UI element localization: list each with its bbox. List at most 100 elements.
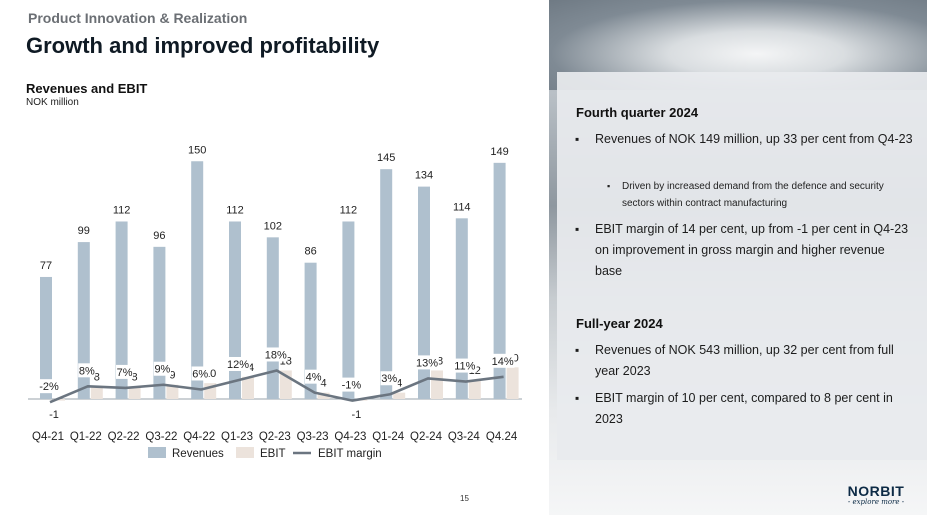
ebit-data-label: 8 [94,371,100,383]
chart-title: Revenues and EBIT [26,81,148,96]
revenue-bar [115,221,128,399]
margin-data-label: 14% [492,356,514,368]
q4-bullet-ebit: EBIT margin of 14 per cent, up from -1 p… [575,219,913,282]
margin-data-label: 12% [227,359,249,371]
ebit-margin-line [49,369,504,404]
revenue-bar [40,276,52,399]
x-tick-label: Q1-24 [372,431,405,443]
legend-ebit-label: EBIT [260,448,286,460]
ebit-data-label: -1 [352,409,362,421]
logo-wordmark: NORBIT [847,483,905,499]
x-tick-label: Q2-23 [259,431,291,443]
margin-label-bg [191,366,209,381]
revenue-data-label: 134 [415,170,433,182]
ebit-data-label: -1 [49,409,59,421]
margin-data-label: 11% [454,361,475,373]
revenue-data-label: 112 [113,204,131,216]
revenue-bar [229,221,241,399]
margin-label-bg [116,364,134,379]
revenue-data-label: 77 [40,260,52,272]
revenue-data-label: 99 [78,225,90,237]
page-title: Growth and improved profitability [26,33,380,58]
ebit-data-label: 4 [321,378,327,390]
revenue-data-label: 86 [304,246,316,258]
revenue-bar [153,246,166,399]
x-tick-label: Q4.24 [486,431,518,443]
margin-label-bg [339,377,364,392]
margin-label-bg [226,356,250,371]
page-number: 15 [460,494,469,503]
x-tick-label: Q4-21 [32,431,64,443]
revenue-data-label: 112 [340,204,358,216]
margin-data-label: 7% [117,367,133,379]
revenue-bar [191,161,204,399]
revenue-bar [455,218,468,399]
margin-label-bg [490,353,515,368]
revenue-bar [493,162,506,399]
logo-tagline: - explore more - [847,498,905,506]
margin-label-bg [415,355,439,370]
revenue-bar [380,169,393,399]
x-tick-label: Q3-22 [145,431,177,443]
margin-data-label: 6% [192,368,208,380]
section-label: Product Innovation & Realization [28,10,248,26]
margin-data-label: 3% [381,373,397,385]
q4-sub-bullet: Driven by increased demand from the defe… [607,178,912,212]
revenue-data-label: 102 [264,220,282,232]
legend-ebit-swatch [236,447,254,458]
ebit-bar [468,379,481,399]
x-tick-label: Q4-23 [334,431,366,443]
x-tick-label: Q2-22 [108,431,140,443]
ebit-data-label: 9 [169,370,175,382]
x-tick-label: Q3-23 [297,431,329,443]
chart-unit-label: NOK million [26,97,79,108]
margin-data-label: 9% [154,364,170,376]
revenue-bar [418,186,430,399]
ebit-data-label: 4 [396,378,402,390]
revenue-data-label: 149 [490,146,508,158]
revenue-data-label: 114 [453,201,471,213]
revenue-bar [342,221,355,399]
margin-data-label: 13% [416,357,438,369]
margin-label-bg [153,361,171,376]
info-box: Fourth quarter 2024 Revenues of NOK 149 … [557,72,927,460]
ebit-bar [242,376,254,399]
ebit-bar [431,370,443,399]
margin-label-bg [37,379,61,394]
x-tick-label: Q1-23 [221,431,253,443]
revenue-bar [266,237,279,399]
ebit-bar [506,367,519,399]
legend-revenues-label: Revenues [172,448,224,460]
x-tick-label: Q3-24 [448,431,481,443]
legend-revenues-swatch [148,447,166,458]
fy-bullet-ebit: EBIT margin of 10 per cent, compared to … [575,388,913,430]
margin-data-label: -1% [342,380,362,392]
ebit-bar [128,386,141,399]
legend-margin-label: EBIT margin [318,448,382,460]
margin-label-bg [78,363,96,378]
margin-label-bg [305,369,323,384]
revenue-ebit-chart: 77-1Q4-21998Q1-221128Q2-22969Q3-2215010Q… [28,144,522,460]
margin-data-label: 18% [265,349,287,361]
ebit-bar [393,392,406,399]
revenue-bar [77,242,90,399]
x-tick-label: Q2-24 [410,431,443,443]
x-tick-label: Q4-22 [183,431,215,443]
ebit-bar [90,386,103,399]
margin-label-bg [380,371,398,386]
revenue-bar [304,262,317,399]
revenue-data-label: 150 [188,144,206,156]
revenue-data-label: 112 [226,204,244,216]
margin-data-label: 8% [79,365,95,377]
margin-label-bg [263,347,288,362]
x-tick-label: Q1-22 [70,431,102,443]
fy-bullet-revenue: Revenues of NOK 543 million, up 32 per c… [575,340,913,382]
q4-bullet-revenue: Revenues of NOK 149 million, up 33 per c… [575,129,913,150]
revenue-data-label: 145 [377,152,395,164]
margin-data-label: -2% [39,381,59,393]
norbit-logo: NORBIT - explore more - [836,483,916,506]
q4-heading: Fourth quarter 2024 [576,105,699,120]
fy-heading: Full-year 2024 [576,316,663,331]
margin-label-bg [452,358,477,373]
revenue-data-label: 96 [153,230,165,242]
